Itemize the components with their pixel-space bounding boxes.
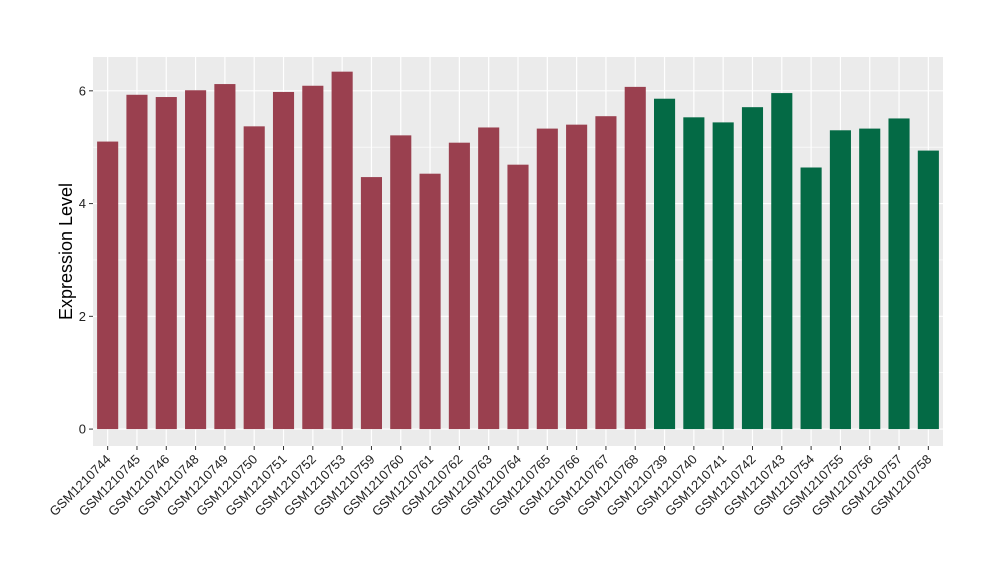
bar-GSM1210755	[829, 130, 851, 430]
bar-GSM1210746	[155, 97, 177, 430]
y-axis-title: Expression Level	[56, 183, 76, 320]
x-axis: GSM1210744GSM1210745GSM1210746GSM1210748…	[46, 446, 934, 519]
y-axis: 0 2 4 6	[79, 83, 93, 437]
y-tick-label: 6	[79, 83, 86, 98]
y-tick-label: 2	[79, 309, 86, 324]
y-tick-label: 4	[79, 196, 86, 211]
bar-GSM1210766	[566, 124, 588, 430]
bar-GSM1210742	[741, 107, 764, 430]
bar-GSM1210745	[126, 94, 148, 430]
bar-GSM1210757	[888, 118, 910, 430]
bar-GSM1210756	[859, 128, 881, 430]
bar-GSM1210751	[272, 91, 295, 430]
bar-GSM1210750	[243, 126, 265, 430]
bar-GSM1210753	[331, 71, 353, 430]
y-tick-label: 0	[79, 422, 86, 437]
bar-GSM1210765	[536, 128, 558, 430]
bar-GSM1210748	[185, 90, 207, 430]
bar-GSM1210741	[712, 122, 734, 430]
bar-GSM1210752	[302, 85, 324, 430]
bar-GSM1210767	[595, 116, 617, 430]
bar-GSM1210740	[683, 117, 705, 430]
bar-GSM1210759	[360, 177, 382, 430]
bars	[97, 71, 939, 430]
bar-GSM1210763	[478, 127, 500, 430]
bar-GSM1210744	[97, 141, 119, 430]
bar-GSM1210760	[390, 135, 412, 430]
bar-GSM1210762	[448, 142, 470, 430]
bar-GSM1210764	[507, 164, 529, 430]
bar-GSM1210749	[214, 84, 236, 430]
bar-GSM1210761	[419, 173, 441, 430]
bar-GSM1210743	[771, 93, 793, 430]
bar-GSM1210768	[624, 86, 646, 430]
bar-GSM1210754	[800, 167, 822, 430]
bar-GSM1210758	[917, 150, 939, 430]
bar-GSM1210739	[654, 98, 676, 430]
